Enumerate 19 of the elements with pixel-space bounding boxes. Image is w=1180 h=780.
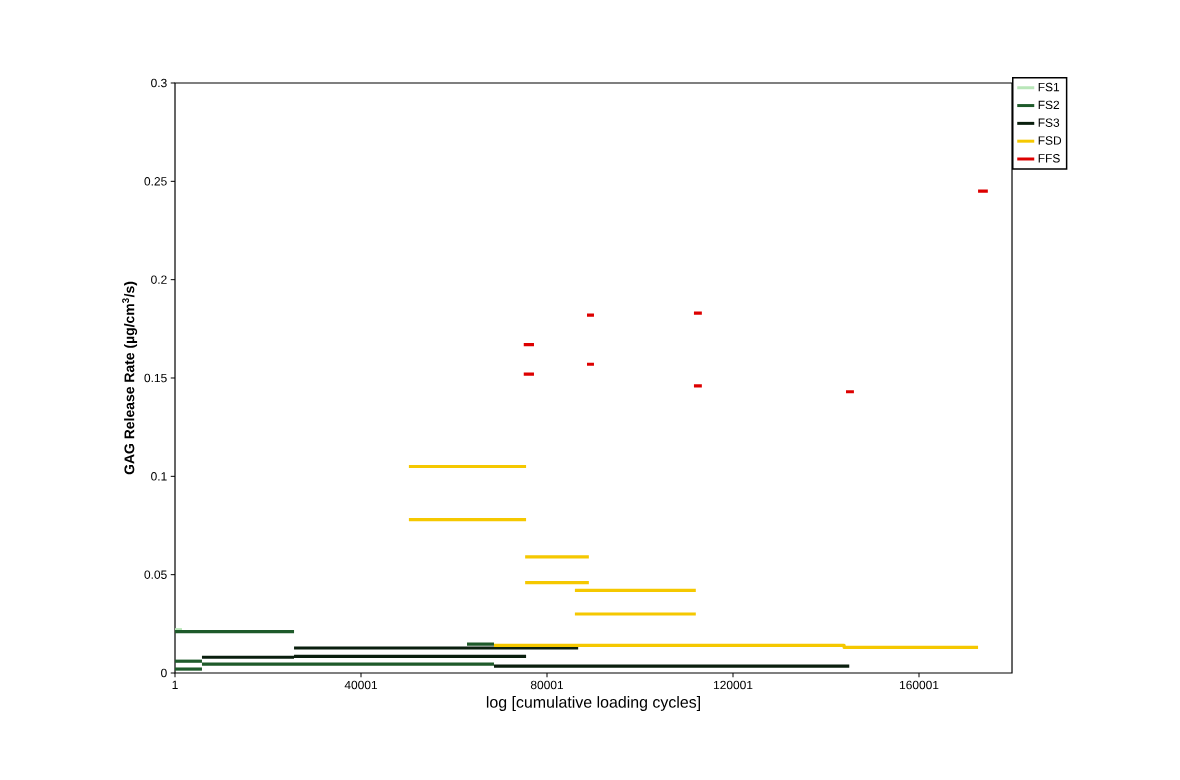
x-tick-label: 160001: [899, 680, 939, 690]
y-tick-label: 0.05: [144, 570, 167, 579]
y-tick-label: 0.3: [151, 78, 167, 88]
y-axis-title: GAG Release Rate (µg/cm$^{3}$/s): [122, 281, 138, 475]
legend-label: FS1: [1038, 82, 1060, 92]
legend-label: FFS: [1038, 154, 1060, 163]
y-tick-label: 0.15: [144, 373, 167, 383]
x-tick-label: 80001: [530, 680, 564, 690]
x-tick-label: 120001: [713, 680, 753, 690]
y-tick-label: 0.1: [151, 472, 167, 481]
legend-label: FS3: [1038, 118, 1060, 127]
legend-label: FSD: [1038, 136, 1062, 145]
x-tick-label: 1: [172, 680, 178, 689]
legend-label: FS2: [1038, 100, 1060, 110]
y-tick-label: 0: [161, 668, 167, 678]
y-tick-label: 0.2: [151, 275, 167, 284]
x-tick-label: 40001: [344, 680, 378, 690]
x-axis-title: log [cumulative loading cycles]: [486, 696, 700, 711]
y-tick-label: 0.25: [144, 177, 167, 186]
